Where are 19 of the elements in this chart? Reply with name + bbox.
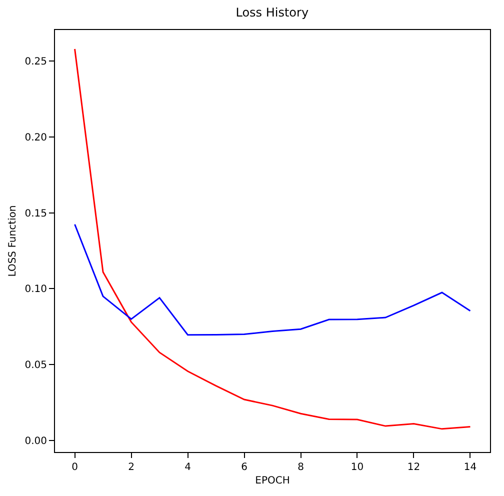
y-tick-label: 0.10	[24, 284, 47, 296]
y-tick-label: 0.25	[24, 56, 47, 68]
chart-title: Loss History	[236, 6, 309, 20]
x-tick-label: 0	[72, 462, 78, 473]
x-tick-label: 2	[128, 462, 134, 473]
x-tick-label: 10	[350, 462, 364, 473]
y-tick-label: 0.00	[24, 436, 47, 447]
line-series	[74, 48, 471, 430]
y-tick-label: 0.20	[24, 132, 47, 144]
x-axis-title: EPOCH	[255, 476, 290, 486]
x-tick-label: 6	[241, 462, 248, 473]
y-axis-title: LOSS Function	[8, 205, 19, 277]
y-tick-label: 0.05	[24, 360, 47, 372]
line-series	[74, 224, 471, 336]
x-tick-label: 4	[184, 462, 191, 473]
x-tick-label: 8	[298, 462, 304, 473]
y-tick-label: 0.15	[24, 208, 47, 220]
x-tick-label: 12	[407, 462, 420, 473]
x-tick-label: 14	[464, 462, 477, 473]
